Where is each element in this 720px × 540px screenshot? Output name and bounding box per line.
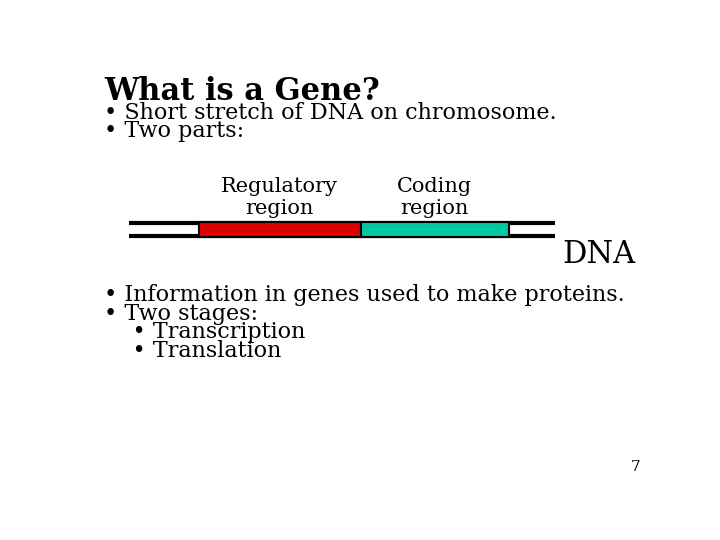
Text: • Information in genes used to make proteins.: • Information in genes used to make prot… (104, 284, 625, 306)
Text: Coding
region: Coding region (397, 177, 472, 218)
Text: DNA: DNA (563, 239, 636, 270)
Bar (199, 222, 361, 237)
Bar (361, 222, 508, 237)
Text: • Translation: • Translation (104, 340, 282, 362)
Text: 7: 7 (631, 461, 640, 475)
Text: • Two stages:: • Two stages: (104, 303, 258, 325)
Text: Regulatory
region: Regulatory region (221, 177, 338, 218)
Text: • Two parts:: • Two parts: (104, 120, 244, 142)
Text: What is a Gene?: What is a Gene? (104, 76, 379, 107)
Text: • Short stretch of DNA on chromosome.: • Short stretch of DNA on chromosome. (104, 102, 557, 124)
Text: • Transcription: • Transcription (104, 321, 305, 343)
